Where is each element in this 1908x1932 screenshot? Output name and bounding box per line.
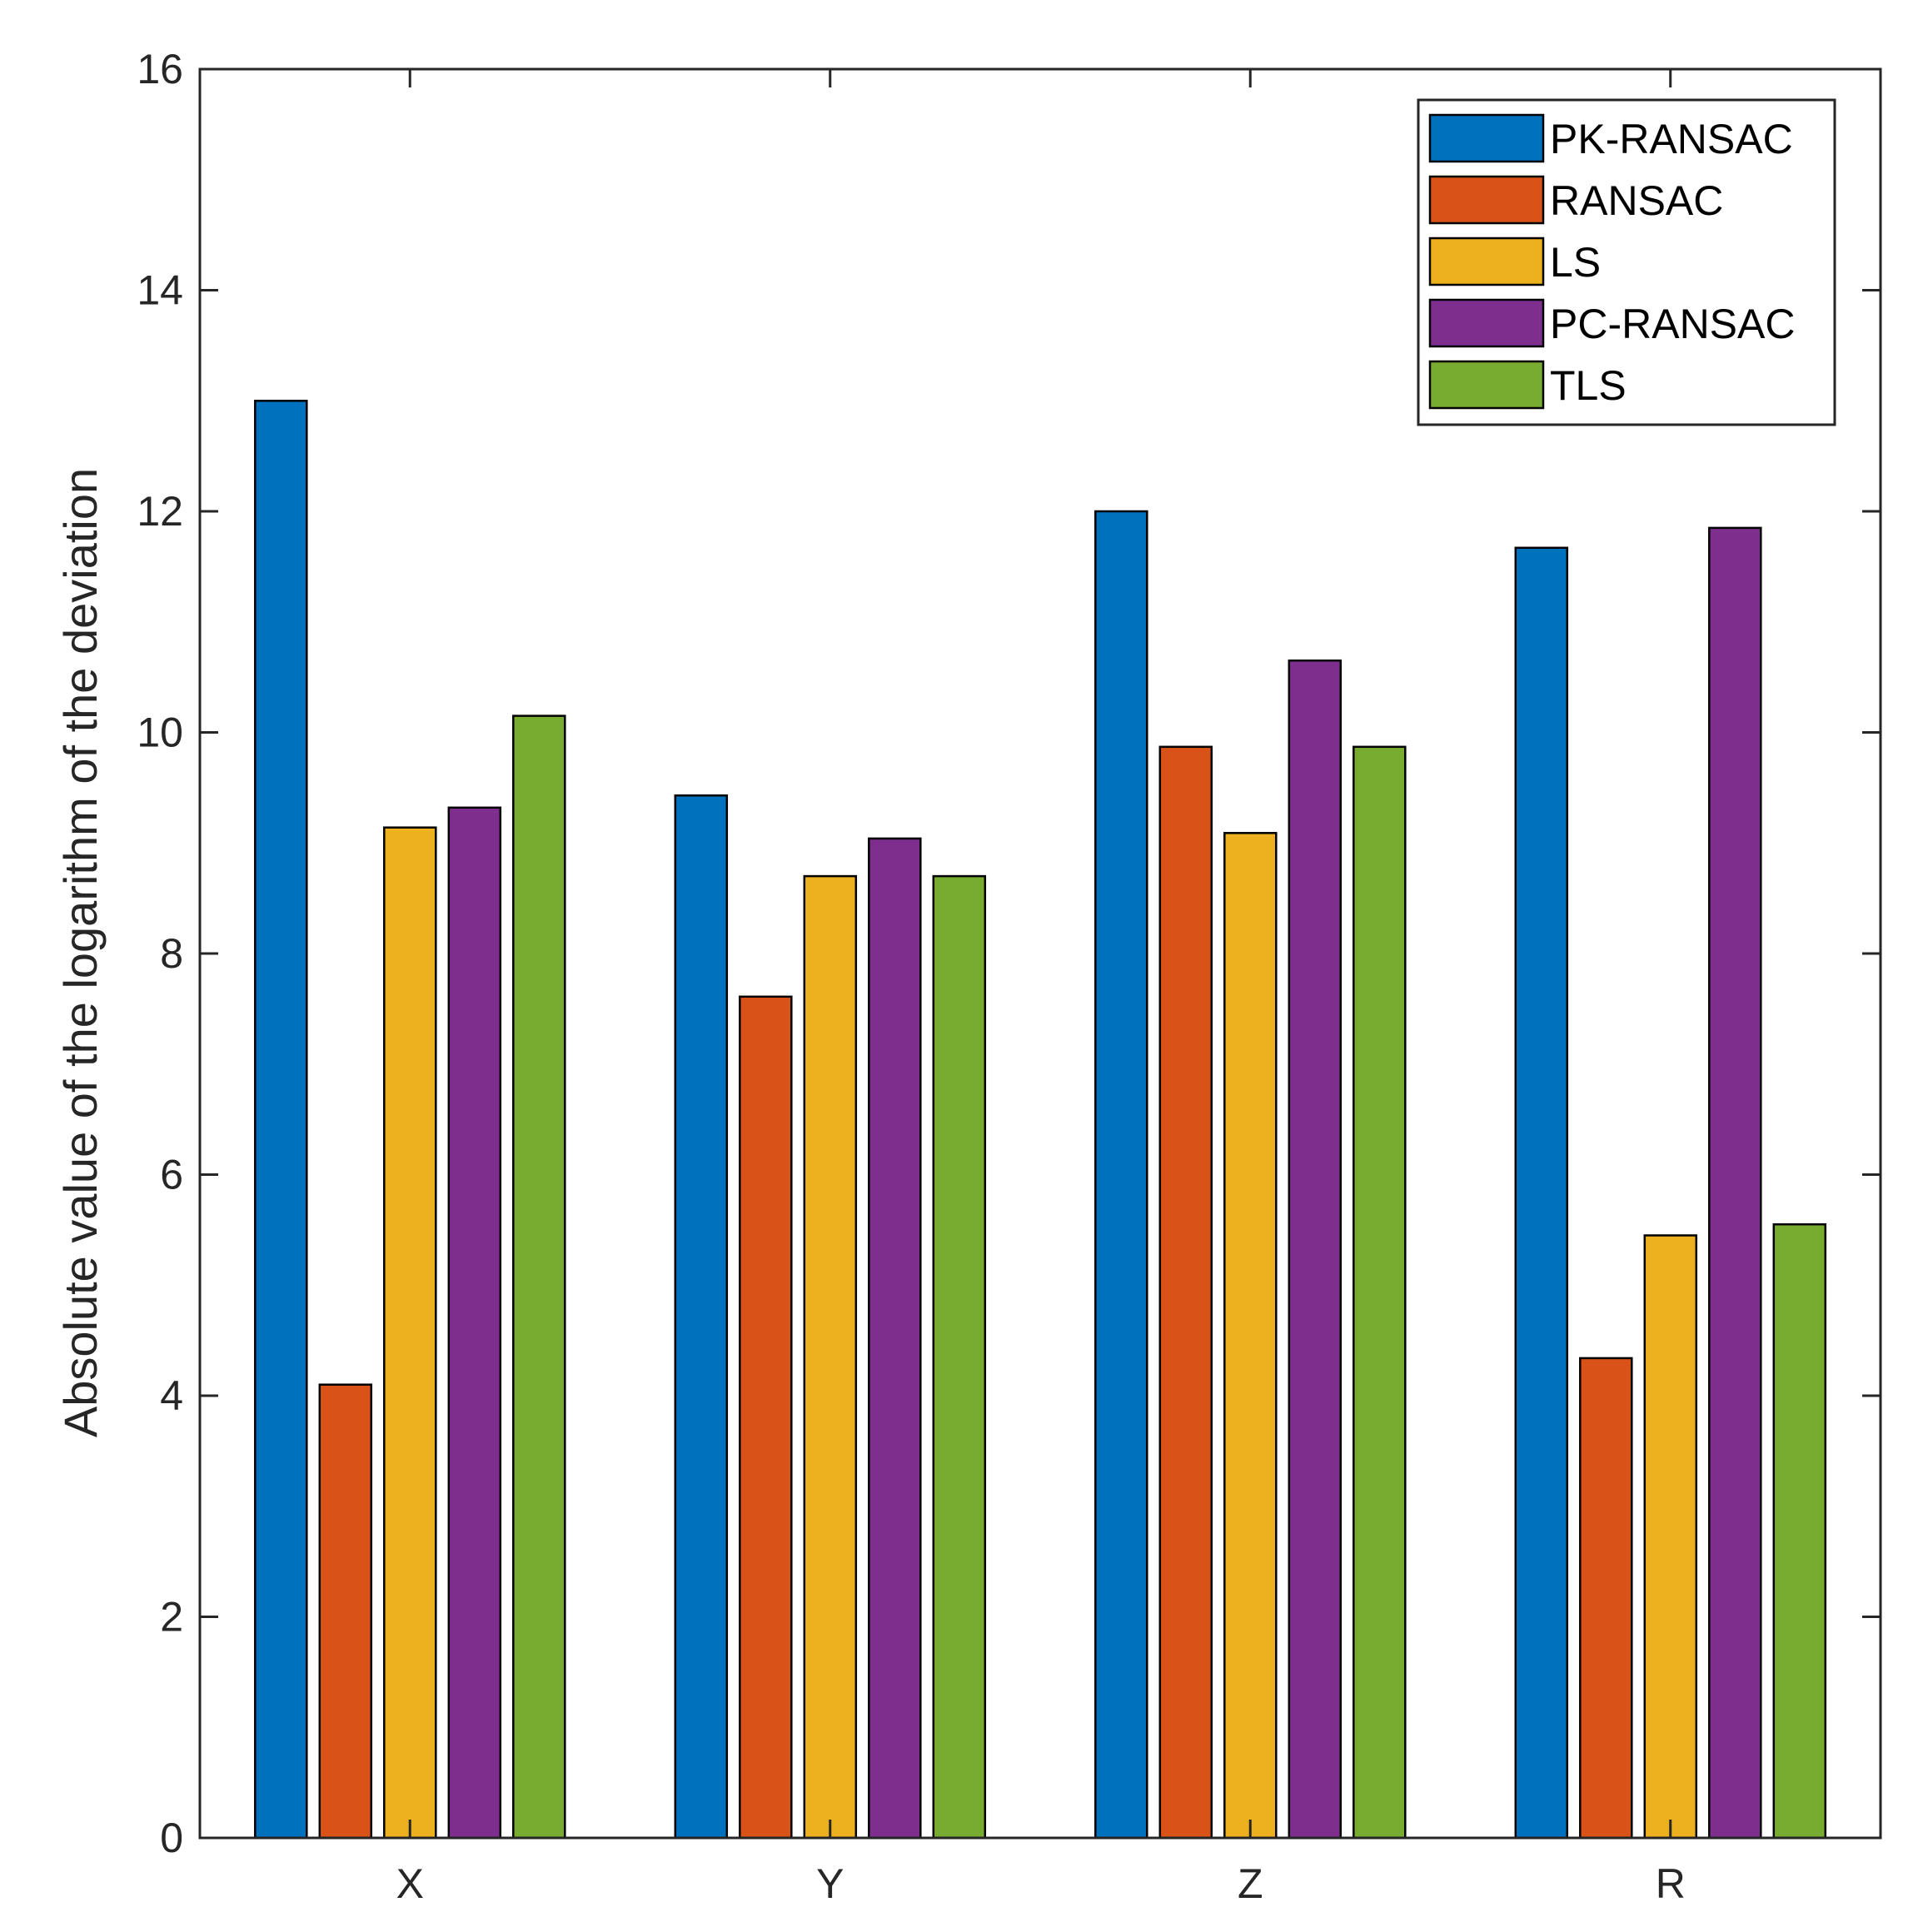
bar-pc-ransac-z xyxy=(1288,659,1343,1840)
legend-swatch-ransac xyxy=(1428,175,1545,225)
y-tick-label: 4 xyxy=(160,1372,183,1419)
bar-pk-ransac-z xyxy=(1094,510,1148,1840)
y-tick-label: 0 xyxy=(160,1815,183,1861)
bar-ls-r xyxy=(1643,1234,1698,1840)
y-tick-label: 12 xyxy=(137,488,183,535)
bar-tls-x xyxy=(512,715,566,1840)
y-tick-label: 8 xyxy=(160,930,183,977)
y-tick-label: 6 xyxy=(160,1152,183,1198)
y-tick-label: 14 xyxy=(137,267,183,314)
bars-layer xyxy=(254,400,1827,1840)
bar-pk-ransac-y xyxy=(674,794,729,1840)
legend-swatch-pc-ransac xyxy=(1428,298,1545,348)
bar-pk-ransac-r xyxy=(1514,546,1569,1840)
bar-ls-y xyxy=(803,874,858,1840)
legend-swatch-ls xyxy=(1428,237,1545,286)
bar-pc-ransac-r xyxy=(1708,526,1762,1840)
bar-tls-y xyxy=(932,874,987,1840)
bar-pk-ransac-x xyxy=(254,400,308,1840)
bar-pc-ransac-y xyxy=(868,837,922,1840)
bar-tls-z xyxy=(1353,745,1407,1840)
y-tick-label: 2 xyxy=(160,1594,183,1641)
bar-ransac-r xyxy=(1579,1357,1633,1840)
bar-ls-x xyxy=(383,826,437,1840)
ticks-layer: 0 2 4 6 8 10 12 14 16 X Y Z R xyxy=(137,46,1881,1907)
bar-tls-r xyxy=(1772,1222,1827,1840)
bar-pc-ransac-x xyxy=(447,806,502,1840)
bar-ransac-x xyxy=(318,1383,373,1840)
legend: PK-RANSAC RANSAC LS PC-RANSAC TLS xyxy=(1417,98,1836,426)
y-axis-label: Absolute value of the logarithm of the d… xyxy=(54,468,107,1437)
legend-swatch-pk-ransac xyxy=(1428,113,1545,163)
legend-label-ransac: RANSAC xyxy=(1550,177,1723,224)
legend-label-ls: LS xyxy=(1550,239,1601,286)
x-tick-label-y: Y xyxy=(816,1860,844,1907)
y-tick-label: 16 xyxy=(137,46,183,92)
legend-label-pk-ransac: PK-RANSAC xyxy=(1550,116,1793,162)
bar-ransac-z xyxy=(1158,745,1213,1840)
bar-ls-z xyxy=(1223,832,1278,1840)
legend-label-tls: TLS xyxy=(1550,362,1627,409)
legend-swatch-tls xyxy=(1428,360,1545,410)
bar-ransac-y xyxy=(739,995,793,1840)
y-tick-label: 10 xyxy=(137,710,183,756)
x-tick-label-x: X xyxy=(396,1860,424,1907)
x-tick-label-r: R xyxy=(1656,1860,1686,1907)
x-tick-label-z: Z xyxy=(1238,1860,1263,1907)
legend-label-pc-ransac: PC-RANSAC xyxy=(1550,301,1795,347)
